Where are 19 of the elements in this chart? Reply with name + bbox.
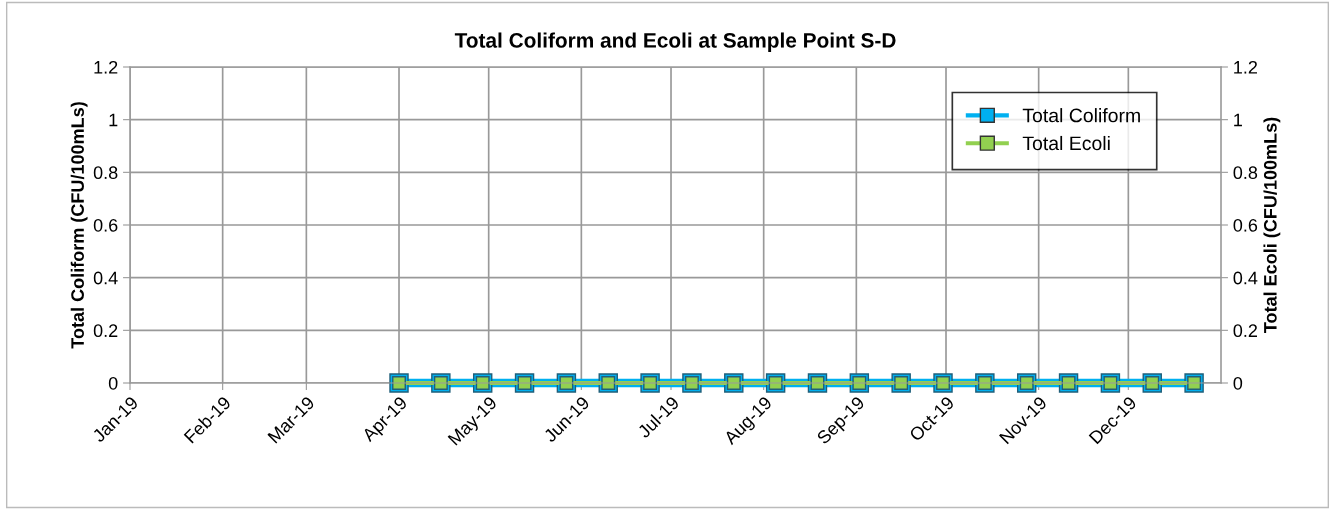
- y2-tick-label: 0.8: [1233, 166, 1258, 180]
- y-tick-label: 1.2: [94, 60, 118, 74]
- y-tick-label: 0.8: [93, 166, 118, 180]
- y-axis-title: Total Coliform (CFU/100mLs): [70, 102, 88, 349]
- chart-title: Total Coliform and Ecoli at Sample Point S-D: [454, 32, 896, 52]
- y2-axis-title: Total Ecoli (CFU/100mLs): [1263, 117, 1281, 333]
- y2-tick-label: 1.2: [1234, 60, 1257, 74]
- legend-label: Total Coliform: [1022, 108, 1140, 123]
- y-tick-label: 0: [108, 376, 118, 390]
- y2-tick-label: 0.6: [1233, 218, 1258, 232]
- y2-tick-label: 1: [1234, 113, 1242, 127]
- legend-label: Total Ecoli: [1022, 135, 1110, 151]
- y-tick-label: 0.4: [93, 271, 118, 285]
- y-tick-label: 0.2: [93, 324, 118, 338]
- y2-tick-label: 0: [1233, 376, 1243, 390]
- y2-tick-label: 0.2: [1233, 324, 1257, 338]
- y-tick-label: 1: [109, 113, 118, 127]
- y-tick-label: 0.6: [93, 218, 118, 232]
- y2-tick-label: 0.4: [1233, 271, 1258, 285]
